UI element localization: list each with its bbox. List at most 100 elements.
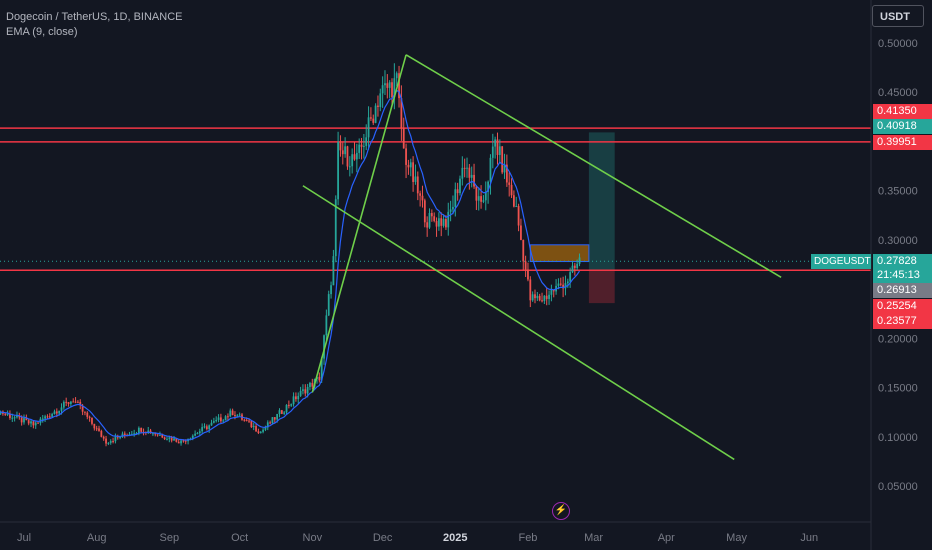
- candle-body: [407, 164, 410, 168]
- candle-body: [88, 416, 91, 418]
- candle-body: [292, 396, 295, 405]
- candle-body: [93, 423, 96, 429]
- candle-body: [27, 420, 30, 424]
- trendline: [311, 54, 407, 393]
- candle-body: [109, 441, 112, 443]
- candle-body: [414, 176, 417, 182]
- trendlines: [302, 54, 782, 461]
- candle-body: [473, 174, 475, 187]
- candle-body: [58, 410, 61, 414]
- chart-title[interactable]: Dogecoin / TetherUS, 1D, BINANCE: [6, 11, 183, 23]
- candle-body: [210, 422, 213, 426]
- price-tag: 0.27828: [873, 254, 932, 269]
- time-axis-label: Nov: [303, 532, 323, 544]
- candle-body: [346, 146, 349, 167]
- candle-body: [440, 218, 443, 226]
- candle-body: [77, 401, 79, 403]
- currency-button[interactable]: USDT: [872, 5, 924, 27]
- candle-body: [573, 265, 576, 268]
- candle-body: [280, 410, 283, 414]
- candle-body: [498, 146, 501, 155]
- ema-line: [0, 89, 580, 441]
- price-tag: 0.23577: [873, 314, 932, 329]
- candle-body: [203, 426, 206, 428]
- lightning-alert-icon[interactable]: ⚡: [552, 502, 570, 520]
- candle-body: [423, 200, 426, 223]
- candle-body: [416, 176, 419, 194]
- candle-body: [98, 428, 100, 431]
- candle-body: [37, 422, 39, 424]
- candle-body: [384, 83, 386, 86]
- candle-body: [273, 417, 276, 420]
- candle-body: [402, 128, 405, 149]
- candle-body: [327, 294, 330, 316]
- candle-body: [306, 386, 309, 394]
- candle-body: [219, 417, 222, 422]
- price-axis-label: 0.50000: [878, 38, 918, 50]
- candle-body: [16, 415, 18, 418]
- candle-body: [295, 396, 297, 400]
- candle-body: [559, 283, 562, 285]
- candle-body: [480, 196, 482, 202]
- candle-body: [112, 441, 114, 443]
- candle-body: [430, 213, 433, 217]
- indicator-label[interactable]: EMA (9, close): [6, 26, 78, 38]
- candle-body: [520, 225, 522, 240]
- candle-body: [269, 422, 272, 424]
- stop-box: [588, 270, 615, 304]
- candle-body: [548, 294, 550, 299]
- candle-body: [379, 93, 382, 107]
- candle-body: [248, 420, 250, 422]
- candle-body: [529, 279, 532, 301]
- candle-body: [81, 405, 84, 412]
- candle-body: [512, 195, 515, 207]
- candle-body: [55, 411, 58, 414]
- candle-body: [496, 139, 499, 155]
- target-box: [588, 132, 615, 271]
- candle-body: [215, 419, 218, 422]
- trendline: [405, 54, 782, 278]
- candle-body: [578, 257, 581, 264]
- price-tag: 0.41350: [873, 104, 932, 119]
- candle-body: [449, 209, 452, 212]
- candle-body: [344, 146, 347, 155]
- candle-body: [388, 82, 391, 88]
- candle-body: [372, 118, 375, 123]
- candle-body: [377, 105, 379, 107]
- candle-body: [538, 295, 541, 301]
- candle-body: [91, 417, 93, 424]
- candle-body: [32, 421, 35, 426]
- candle-body: [522, 239, 525, 262]
- price-tag: 0.39951: [873, 135, 932, 150]
- zone-box: [529, 244, 590, 263]
- time-axis-label: 2025: [443, 532, 467, 544]
- time-axis-label: Apr: [658, 532, 675, 544]
- time-axis-label: Feb: [518, 532, 537, 544]
- candle-body: [393, 78, 396, 98]
- candle-body: [41, 418, 44, 420]
- candle-body: [25, 418, 28, 421]
- candle-body: [182, 440, 185, 442]
- time-axis-label: May: [726, 532, 747, 544]
- candle-body: [224, 416, 227, 421]
- candle-body: [571, 265, 574, 273]
- candle-body: [105, 438, 107, 444]
- time-axis-label: Jun: [800, 532, 818, 544]
- candle-body: [175, 438, 178, 442]
- candle-body: [184, 440, 187, 442]
- candle-body: [9, 413, 11, 418]
- candle-body: [177, 441, 180, 444]
- candle-body: [566, 281, 569, 284]
- candle-body: [545, 295, 548, 299]
- countdown-tag: 21:45:13: [873, 268, 932, 283]
- candle-body: [227, 416, 229, 418]
- candle-body: [325, 315, 328, 336]
- candle-body: [374, 105, 377, 123]
- candle-body: [46, 416, 49, 418]
- candle-body: [442, 219, 445, 226]
- candle-body: [114, 436, 117, 442]
- candle-body: [48, 416, 51, 418]
- candle-body: [72, 401, 75, 403]
- candle-body: [173, 438, 175, 441]
